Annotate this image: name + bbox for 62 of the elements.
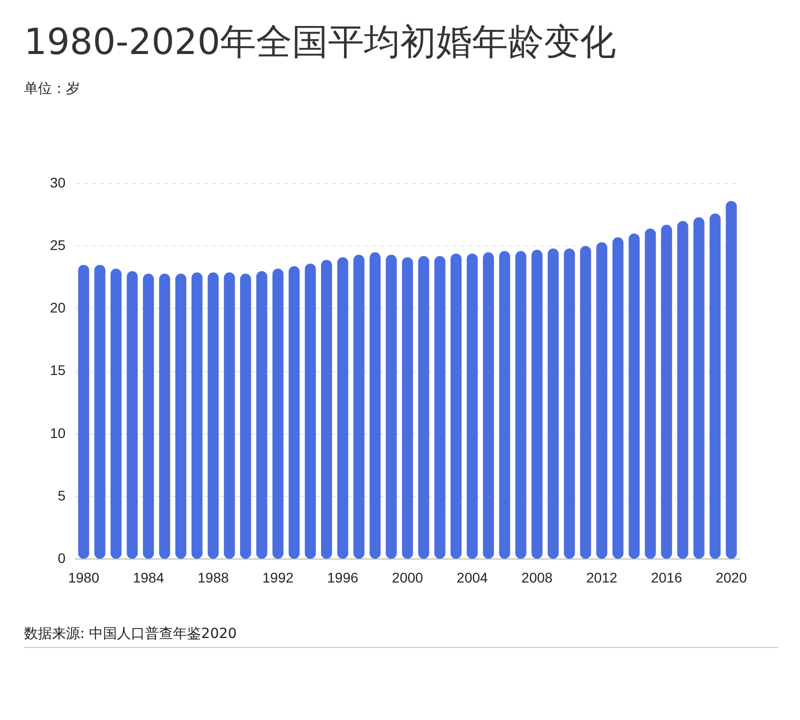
- bar: [434, 256, 446, 559]
- bar: [564, 248, 575, 559]
- y-tick-label: 15: [50, 362, 66, 378]
- bar: [532, 250, 543, 559]
- bar: [450, 254, 462, 559]
- bar: [159, 274, 170, 559]
- x-tick-label: 2016: [650, 569, 682, 586]
- bar: [208, 272, 219, 559]
- x-tick-label: 1988: [198, 569, 229, 586]
- bar: [596, 242, 608, 559]
- bar: [272, 268, 284, 559]
- bar: [337, 257, 348, 559]
- bar: [224, 272, 235, 559]
- bar: [256, 271, 268, 559]
- bar: [94, 264, 106, 559]
- bar: [693, 217, 704, 559]
- y-tick-label: 20: [50, 300, 66, 316]
- bar: [353, 254, 364, 559]
- x-tick-label: 1996: [327, 569, 359, 586]
- bar: [548, 248, 559, 559]
- x-tick-label: 2012: [586, 569, 618, 586]
- bar: [370, 252, 381, 559]
- y-tick-label: 10: [50, 424, 66, 441]
- bar: [612, 237, 624, 559]
- x-tick-label: 2004: [456, 569, 488, 586]
- y-tick-label: 5: [58, 487, 66, 504]
- x-tick-label: 2020: [716, 569, 748, 586]
- bar: [304, 264, 316, 559]
- chart-subtitle: 单位：岁: [24, 80, 80, 98]
- x-tick-label: 1980: [68, 569, 100, 586]
- bar: [661, 224, 672, 559]
- bar: [482, 252, 494, 559]
- bar: [466, 254, 478, 559]
- bar: [175, 274, 186, 559]
- bar: [726, 200, 737, 559]
- bar: [288, 266, 300, 559]
- bar: [240, 274, 252, 559]
- bar: [499, 251, 510, 559]
- bar: [580, 246, 592, 559]
- y-tick-label: 0: [58, 550, 66, 566]
- x-tick-label: 2008: [521, 569, 553, 586]
- source-note: 数据来源: 中国人口普查年鉴2020: [24, 625, 237, 643]
- y-tick-label: 25: [50, 236, 66, 253]
- bar: [110, 268, 122, 559]
- bar: [418, 256, 430, 559]
- bar: [515, 251, 526, 559]
- x-tick-label: 2000: [392, 569, 424, 586]
- bar: [192, 272, 203, 559]
- bar: [628, 234, 640, 559]
- x-tick-label: 1984: [132, 569, 164, 586]
- bar: [402, 257, 413, 559]
- bar: [78, 264, 90, 559]
- bar: [142, 274, 154, 559]
- chart-title: 1980-2020年全国平均初婚年龄变化: [24, 21, 616, 65]
- y-tick-label: 30: [50, 174, 66, 190]
- bar: [126, 271, 138, 559]
- bar: [677, 220, 688, 559]
- bar: [321, 260, 332, 559]
- bar: [644, 228, 656, 559]
- bar: [710, 213, 721, 559]
- x-tick-label: 1992: [262, 569, 294, 586]
- bar: [386, 254, 397, 559]
